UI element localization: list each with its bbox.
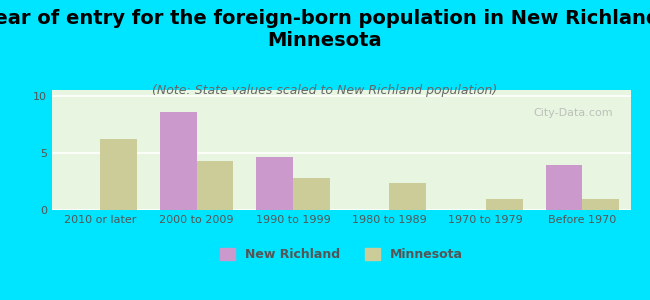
Bar <box>160 112 196 210</box>
Bar <box>582 199 619 210</box>
Bar <box>486 199 523 210</box>
Bar <box>293 178 330 210</box>
Legend: New Richland, Minnesota: New Richland, Minnesota <box>214 242 468 266</box>
Bar <box>389 183 426 210</box>
Text: (Note: State values scaled to New Richland population): (Note: State values scaled to New Richla… <box>152 84 498 97</box>
Bar <box>545 165 582 210</box>
Bar <box>100 139 137 210</box>
Text: City-Data.com: City-Data.com <box>534 108 613 118</box>
Text: Year of entry for the foreign-born population in New Richland,
Minnesota: Year of entry for the foreign-born popul… <box>0 9 650 50</box>
Bar <box>196 161 233 210</box>
Bar <box>256 158 293 210</box>
